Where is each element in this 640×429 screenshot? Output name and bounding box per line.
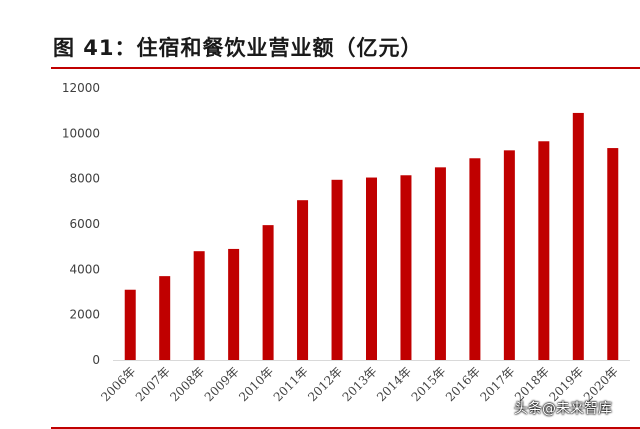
bottom-rule [51, 427, 640, 429]
x-tick-label: 2007年 [133, 364, 173, 404]
bar [503, 150, 515, 360]
y-tick-label: 4000 [69, 262, 100, 276]
bar [297, 200, 309, 360]
bar [193, 251, 205, 360]
x-tick-label: 2012年 [305, 364, 345, 404]
y-tick-label: 0 [92, 353, 100, 367]
x-tick-label: 2008年 [167, 364, 207, 404]
bar [572, 112, 584, 360]
bar [159, 276, 171, 360]
bar [228, 248, 240, 360]
y-tick-label: 6000 [69, 217, 100, 231]
x-tick-label: 2017年 [478, 364, 518, 404]
bar [366, 177, 377, 360]
y-axis: 0 2000 4000 6000 8000 10000 12000 [62, 81, 630, 367]
x-tick-label: 2016年 [443, 364, 483, 404]
x-tick-label: 2009年 [202, 364, 242, 404]
y-tick-label: 10000 [62, 126, 100, 140]
x-tick-label: 2006年 [98, 364, 138, 404]
y-tick-label: 8000 [69, 172, 100, 186]
title-rule [51, 67, 640, 69]
bar [434, 167, 446, 360]
bar [262, 225, 274, 360]
x-tick-label: 2010年 [236, 364, 276, 404]
chart-title: 图 41：住宿和餐饮业营业额（亿元） [53, 36, 423, 60]
bar [469, 158, 481, 360]
y-tick-label: 12000 [62, 81, 100, 95]
bar [538, 141, 550, 360]
watermark: 头条@未来智库 [514, 401, 612, 417]
bar-series [124, 112, 619, 360]
bar [331, 179, 343, 360]
y-tick-label: 2000 [69, 308, 100, 322]
x-tick-label: 2015年 [409, 364, 449, 404]
figure-header: 图 41：住宿和餐饮业营业额（亿元） [0, 0, 640, 70]
x-tick-label: 2013年 [340, 364, 380, 404]
x-tick-label: 2014年 [374, 364, 414, 404]
bar [607, 148, 619, 360]
bar [400, 175, 412, 360]
x-tick-label: 2011年 [271, 364, 311, 404]
bar [124, 289, 136, 360]
